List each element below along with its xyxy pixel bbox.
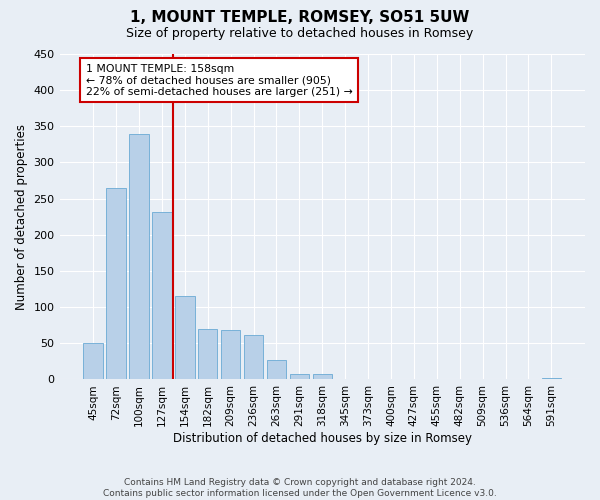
Bar (335, 378, 355, 380)
Bar (83, 344, 103, 380)
Text: 1, MOUNT TEMPLE, ROMSEY, SO51 5UW: 1, MOUNT TEMPLE, ROMSEY, SO51 5UW (130, 10, 470, 25)
Bar (221, 330, 241, 380)
Bar (198, 329, 217, 380)
Bar (404, 378, 424, 380)
Bar (267, 360, 286, 380)
Bar (313, 374, 332, 380)
Bar (542, 378, 561, 380)
Bar (106, 188, 126, 380)
Text: Size of property relative to detached houses in Romsey: Size of property relative to detached ho… (127, 28, 473, 40)
Bar (175, 296, 194, 380)
Bar (290, 374, 309, 380)
Bar (244, 334, 263, 380)
Y-axis label: Number of detached properties: Number of detached properties (15, 124, 28, 310)
X-axis label: Distribution of detached houses by size in Romsey: Distribution of detached houses by size … (173, 432, 472, 445)
Bar (129, 134, 149, 380)
Bar (152, 212, 172, 380)
Text: 1 MOUNT TEMPLE: 158sqm
← 78% of detached houses are smaller (905)
22% of semi-de: 1 MOUNT TEMPLE: 158sqm ← 78% of detached… (86, 64, 353, 97)
Text: Contains HM Land Registry data © Crown copyright and database right 2024.
Contai: Contains HM Land Registry data © Crown c… (103, 478, 497, 498)
